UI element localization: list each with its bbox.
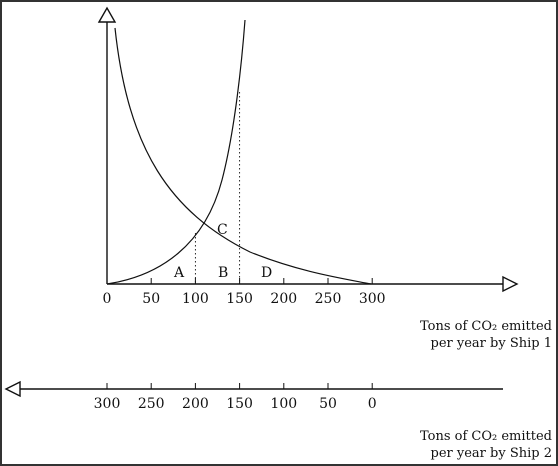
axis2-ticks: 300 250 200 150 100 50 0 [94,383,377,412]
axis2-tick-label-6: 0 [368,396,377,412]
axis2-tick-label-2: 200 [182,396,209,412]
region-label-b: B [218,265,228,281]
axis2-tick-label-1: 250 [138,396,165,412]
axis1-tick-label-5: 250 [315,291,342,307]
axis1-tick-label-6: 300 [359,291,386,307]
region-label-a: A [173,265,185,281]
axis1-caption-line1: Tons of CO₂ emitted [420,319,552,334]
increasing-curve [106,19,246,285]
axis1-tick-label-2: 100 [182,291,209,307]
decreasing-curve [114,27,372,285]
axis1-ticks: 0 50 100 150 200 250 300 [103,278,386,307]
x-axis-ship2-arrowhead [4,380,21,398]
axis1-tick-label-3: 150 [226,291,253,307]
region-label-d: D [261,265,272,281]
y-axis-arrowhead [97,6,117,23]
axis1-tick-label-4: 200 [270,291,297,307]
axis1-caption-line2: per year by Ship 1 [431,336,552,351]
axis2-tick-label-3: 150 [226,396,253,412]
axis2-tick-label-0: 300 [94,396,121,412]
region-label-c: C [217,222,228,238]
axis2-caption-line2: per year by Ship 2 [431,446,552,461]
axis1-tick-label-0: 0 [103,291,112,307]
axis1-tick-label-1: 50 [142,291,160,307]
axis2-tick-label-5: 50 [319,396,337,412]
axis2-tick-label-4: 100 [270,396,297,412]
dotted-guides [194,92,241,284]
x-axis-ship1-arrowhead [502,275,519,293]
axis2-caption-line1: Tons of CO₂ emitted [420,429,552,444]
